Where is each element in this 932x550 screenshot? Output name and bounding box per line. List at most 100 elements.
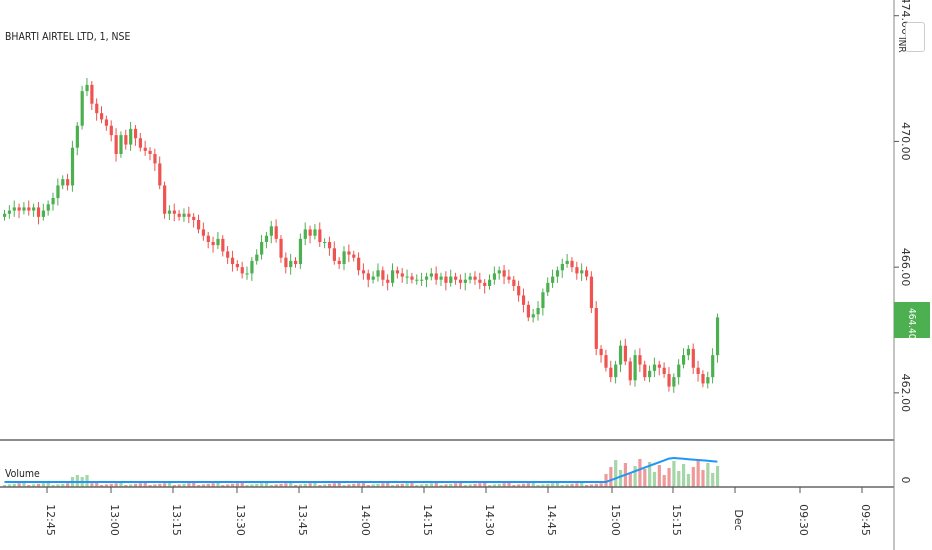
volume-bar	[502, 483, 506, 487]
candle-body	[327, 242, 332, 249]
candle-body	[444, 276, 448, 283]
candle-body	[706, 377, 710, 384]
candle-body	[337, 260, 341, 264]
volume-bar	[104, 484, 109, 487]
candle-body	[618, 345, 623, 365]
candle-body	[391, 270, 395, 283]
volume-bar	[119, 482, 123, 487]
volume-bar	[386, 482, 390, 487]
candle-body	[429, 273, 433, 277]
volume-bar	[463, 485, 467, 487]
currency-label: INR	[896, 37, 907, 53]
candle-body	[371, 276, 375, 280]
candle-body	[308, 229, 312, 236]
time-tick-label: 09:45	[859, 504, 872, 536]
candle-body	[323, 242, 327, 243]
volume-bar	[109, 483, 113, 487]
volume-bar	[682, 464, 686, 487]
volume-bar	[260, 483, 264, 487]
currency-button[interactable]: INR	[896, 22, 925, 53]
volume-bar	[691, 467, 695, 487]
candle-body	[27, 207, 31, 211]
candle-body	[22, 207, 26, 211]
candle-body	[182, 213, 186, 217]
candle-body	[129, 128, 133, 145]
volume-bar	[124, 485, 128, 487]
volume-bar	[468, 484, 472, 487]
candle-body	[138, 138, 142, 148]
volume-bar	[570, 483, 574, 487]
volume-bar	[458, 482, 463, 487]
candle-body	[483, 282, 487, 286]
volume-bar	[36, 483, 41, 487]
candle-body	[41, 210, 45, 217]
candle-body	[536, 308, 540, 315]
volume-bar	[100, 485, 104, 487]
volume-bar	[531, 482, 535, 487]
volume-bar	[521, 483, 526, 487]
volume-bar	[444, 484, 448, 487]
volume-bar	[56, 484, 60, 487]
volume-bar	[294, 485, 298, 487]
candle-body	[715, 317, 720, 356]
candle-body	[95, 103, 99, 114]
volume-bar	[580, 482, 584, 487]
candle-body	[206, 235, 210, 242]
time-tick-label: 13:15	[170, 504, 183, 536]
volume-bar	[410, 482, 414, 487]
candle-body	[672, 377, 676, 387]
candle-body	[395, 270, 400, 274]
volume-bar	[555, 482, 560, 487]
candle-body	[85, 84, 89, 92]
candle-body	[512, 279, 516, 286]
candle-body	[492, 273, 497, 280]
volume-bar	[449, 483, 453, 487]
candle-body	[201, 229, 206, 236]
candle-body	[468, 276, 472, 280]
candle-body	[352, 254, 356, 258]
volume-bar	[381, 483, 385, 487]
candle-body	[565, 260, 569, 264]
candle-body	[517, 286, 521, 296]
volume-bar	[41, 483, 45, 487]
candle-body	[424, 276, 429, 280]
volume-bar	[546, 483, 550, 487]
candle-body	[541, 292, 545, 308]
volume-bar	[303, 483, 307, 487]
volume-bar	[628, 473, 632, 487]
candle-body	[623, 345, 627, 362]
volume-bar	[371, 484, 375, 487]
candle-body	[46, 204, 50, 211]
volume-label: Volume	[5, 467, 40, 480]
time-axis: 12:45 13:00 13:15 13:30 13:45 14:00 14:15 14:30…	[44, 487, 872, 536]
time-tick-label: Dec	[732, 509, 745, 530]
candle-body	[648, 370, 652, 378]
volume-bar	[318, 485, 322, 487]
candle-body	[677, 364, 681, 378]
candle-body	[250, 260, 254, 274]
candle-body	[454, 276, 458, 280]
candle-body	[279, 238, 283, 258]
volume-bar	[609, 467, 613, 487]
volume-bar	[114, 483, 118, 487]
volume-bar	[652, 472, 657, 487]
volume-bar	[638, 459, 642, 487]
time-tick-label: 14:00	[359, 504, 372, 536]
volume-bar	[662, 475, 666, 487]
candle-body	[104, 119, 109, 126]
volume-bar	[560, 485, 564, 487]
volume-bar	[473, 483, 477, 487]
volume-axis-label: 0	[899, 477, 912, 484]
candle-body	[686, 348, 691, 356]
volume-bar	[226, 484, 230, 487]
candle-body	[303, 229, 307, 239]
candle-body	[245, 273, 249, 275]
candle-body	[148, 150, 152, 154]
volume-bar	[614, 460, 618, 487]
candle-body	[521, 295, 526, 305]
candle-body	[473, 276, 477, 280]
candle-body	[294, 260, 298, 264]
volume-bar	[138, 483, 142, 487]
time-tick-label: 14:45	[545, 504, 558, 536]
volume-bar	[12, 483, 16, 487]
